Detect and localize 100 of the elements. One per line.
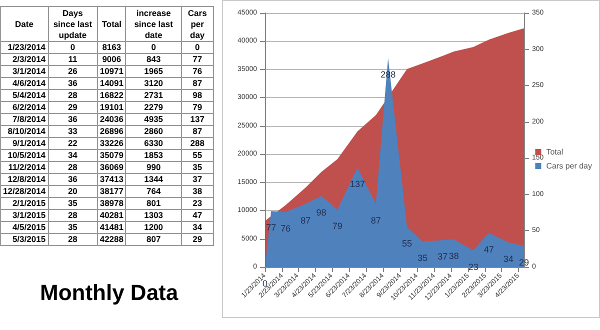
category-label: 12/28/2014 bbox=[0, 186, 48, 198]
category-label: 3/1/2015 bbox=[0, 210, 48, 222]
data-label: 34 bbox=[181, 222, 214, 234]
data-label: 764 bbox=[126, 186, 182, 198]
text: Days since last update bbox=[48, 6, 98, 42]
data-label: 19101 bbox=[97, 102, 126, 114]
legend-label: Total bbox=[546, 148, 564, 156]
data-label: 35 bbox=[181, 162, 214, 174]
data-label: 42288 bbox=[97, 234, 126, 246]
data-label: 1344 bbox=[126, 174, 182, 186]
data-label: 22 bbox=[48, 138, 98, 150]
data-label: 36 bbox=[48, 174, 98, 186]
category-label: 1/23/2014 bbox=[0, 42, 48, 54]
category-label: 5/3/2015 bbox=[0, 234, 48, 246]
data-label: 37413 bbox=[97, 174, 126, 186]
data-label: 47 bbox=[484, 244, 494, 254]
data-label: 37 bbox=[181, 174, 214, 186]
data-label: 76 bbox=[280, 223, 291, 234]
data-label: 36 bbox=[48, 78, 98, 90]
data-label: 24036 bbox=[97, 114, 126, 126]
category-label: 7/8/2014 bbox=[0, 114, 48, 126]
category-label: 6/2/2014 bbox=[0, 102, 48, 114]
data-label: 0 bbox=[181, 42, 214, 54]
data-label: 28 bbox=[48, 162, 98, 174]
data-label: 1200 bbox=[126, 222, 182, 234]
data-label: 29 bbox=[48, 102, 98, 114]
text: Total bbox=[97, 6, 126, 42]
data-label: 0 bbox=[48, 42, 98, 54]
category-label: 11/2/2014 bbox=[0, 162, 48, 174]
category-label: 4/5/2015 bbox=[0, 222, 48, 234]
text: increase since last date bbox=[126, 6, 182, 42]
data-label: 843 bbox=[126, 54, 182, 66]
data-label: 40281 bbox=[97, 210, 126, 222]
data-label: 20 bbox=[48, 186, 98, 198]
data-label: 0 bbox=[126, 42, 182, 54]
data-label: 77 bbox=[181, 54, 214, 66]
data-label: 98 bbox=[316, 207, 326, 218]
data-label: 29 bbox=[181, 234, 214, 246]
legend-label: Cars per day bbox=[546, 162, 592, 170]
data-label: 76 bbox=[181, 66, 214, 78]
data-label: 137 bbox=[350, 179, 365, 190]
data-label: 6330 bbox=[126, 138, 182, 150]
data-label: 38978 bbox=[97, 198, 126, 210]
data-label: 55 bbox=[181, 150, 214, 162]
data-label: 34 bbox=[48, 150, 98, 162]
data-label: 35 bbox=[48, 198, 98, 210]
data-label: 55 bbox=[402, 238, 412, 249]
category-label: 5/4/2014 bbox=[0, 90, 48, 102]
data-label: 98 bbox=[181, 90, 214, 102]
data-label: 36069 bbox=[97, 162, 126, 174]
category-label: 4/6/2014 bbox=[0, 78, 48, 90]
data-label: 38177 bbox=[97, 186, 126, 198]
data-label: 1853 bbox=[126, 150, 182, 162]
data-label: 26 bbox=[48, 66, 98, 78]
data-label: 28 bbox=[48, 234, 98, 246]
data-label: 16822 bbox=[97, 90, 126, 102]
data-label: 87 bbox=[300, 215, 311, 226]
category-label: 12/8/2014 bbox=[0, 174, 48, 186]
data-label: 87 bbox=[181, 126, 214, 138]
category-label: 2/3/2014 bbox=[0, 54, 48, 66]
data-label: 28 bbox=[48, 90, 98, 102]
data-label: 1965 bbox=[126, 66, 182, 78]
data-label: 288 bbox=[181, 138, 214, 150]
data-label: 14091 bbox=[97, 78, 126, 90]
data-label: 36 bbox=[48, 114, 98, 126]
data-label: 37 bbox=[438, 252, 448, 262]
data-label: 38 bbox=[448, 250, 459, 261]
data-label: 11 bbox=[48, 54, 98, 66]
text: Cars per day bbox=[181, 6, 214, 42]
data-label: 9006 bbox=[97, 54, 126, 66]
text: Date bbox=[0, 6, 48, 42]
data-label: 38 bbox=[181, 186, 214, 198]
data-label: 137 bbox=[181, 114, 214, 126]
data-label: 35 bbox=[48, 222, 98, 234]
data-label: 35 bbox=[418, 253, 428, 264]
data-label: 1303 bbox=[126, 210, 182, 222]
data-label: 990 bbox=[126, 162, 182, 174]
data-label: 4935 bbox=[126, 114, 182, 126]
data-label: 87 bbox=[370, 215, 381, 226]
category-label: 10/5/2014 bbox=[0, 150, 48, 162]
text: Monthly Data bbox=[40, 280, 178, 306]
data-label: 47 bbox=[181, 210, 214, 222]
category-label: 9/1/2014 bbox=[0, 138, 48, 150]
data-label: 41481 bbox=[97, 222, 126, 234]
data-label: 2279 bbox=[126, 102, 182, 114]
category-label: 3/1/2014 bbox=[0, 66, 48, 78]
data-label: 3120 bbox=[126, 78, 182, 90]
data-label: 34 bbox=[503, 254, 514, 264]
data-label: 28 bbox=[48, 210, 98, 222]
data-label: 807 bbox=[126, 234, 182, 246]
data-label: 2860 bbox=[126, 126, 182, 138]
data-label: 8163 bbox=[97, 42, 126, 54]
category-label: 8/10/2014 bbox=[0, 126, 48, 138]
data-label: 33226 bbox=[97, 138, 126, 150]
data-label: 801 bbox=[126, 198, 182, 210]
data-label: 79 bbox=[181, 102, 214, 114]
data-label: 79 bbox=[332, 221, 342, 232]
data-label: 87 bbox=[181, 78, 214, 90]
data-label: 2731 bbox=[126, 90, 182, 102]
category-label: 2/1/2015 bbox=[0, 198, 48, 210]
